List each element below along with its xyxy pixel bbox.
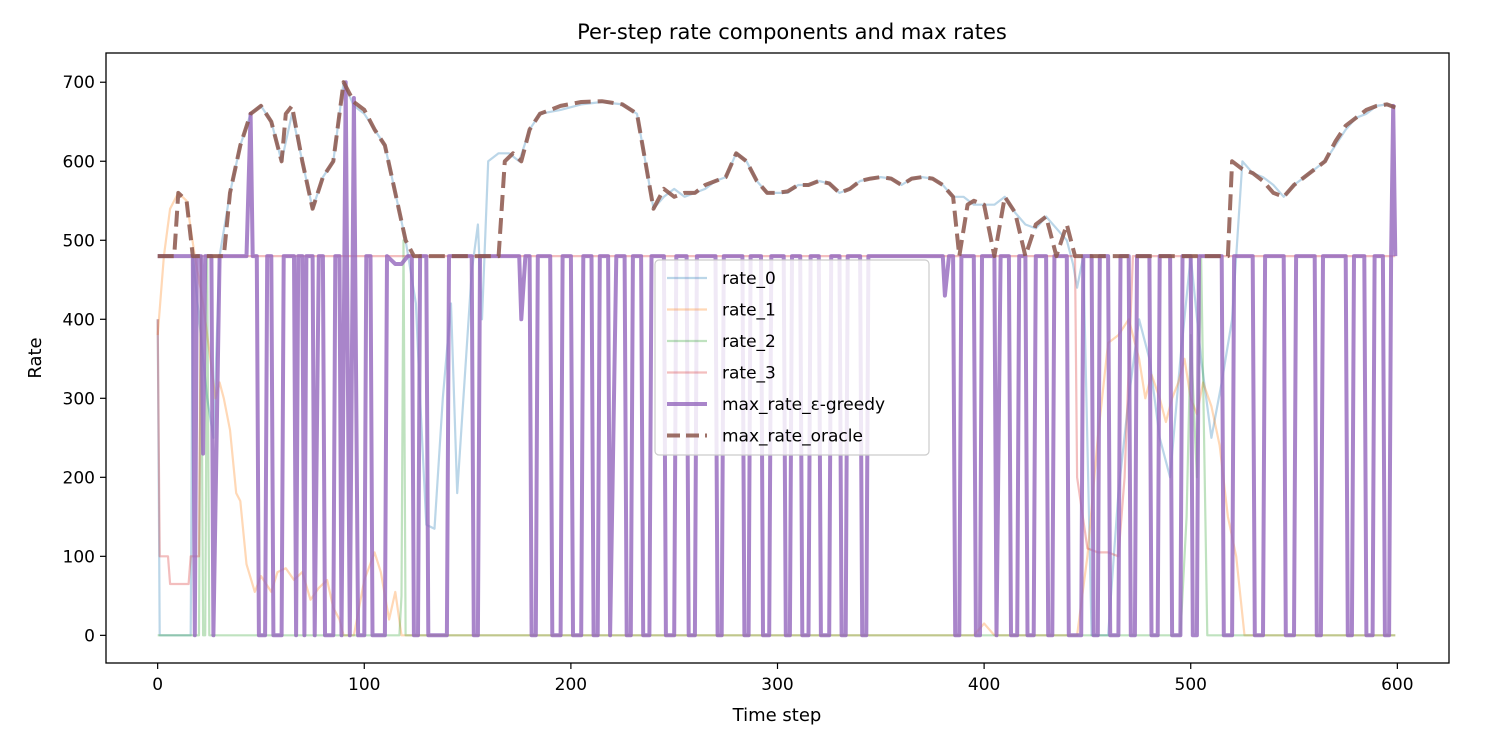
legend-label: rate_0	[722, 269, 776, 289]
y-tick-label: 300	[63, 389, 95, 409]
series-line-max-rate-oracle	[157, 80, 1396, 259]
x-axis-label: Time step	[732, 705, 822, 726]
y-tick-label: 0	[84, 626, 95, 646]
x-tick-label: 0	[152, 675, 163, 695]
x-axis: 0 100 200 300 400 500 600	[152, 663, 1414, 695]
legend-label: max_rate_oracle	[722, 427, 863, 447]
legend-label: max_rate_ε-greedy	[722, 395, 885, 415]
legend-label: rate_1	[722, 301, 776, 321]
y-axis-label: Rate	[25, 337, 46, 378]
y-axis: 0 100 200 300 400 500 600 700	[63, 73, 106, 646]
y-tick-label: 500	[63, 231, 95, 251]
legend-box	[654, 259, 930, 456]
y-tick-label: 600	[63, 152, 95, 172]
x-tick-label: 600	[1381, 675, 1413, 695]
y-tick-label: 400	[63, 310, 95, 330]
x-tick-label: 300	[761, 675, 793, 695]
x-tick-label: 200	[555, 675, 587, 695]
y-tick-label: 200	[63, 468, 95, 488]
x-tick-label: 100	[348, 675, 380, 695]
legend: rate_0 rate_1 rate_2 rate_3 max_rate_ε-greed…	[654, 259, 930, 456]
y-tick-label: 700	[63, 73, 95, 93]
y-tick-label: 100	[63, 547, 95, 567]
legend-label: rate_3	[722, 364, 776, 384]
chart-title: Per-step rate components and max rates	[577, 20, 1007, 44]
x-tick-label: 500	[1175, 675, 1207, 695]
x-tick-label: 400	[968, 675, 1000, 695]
legend-label: rate_2	[722, 332, 776, 352]
